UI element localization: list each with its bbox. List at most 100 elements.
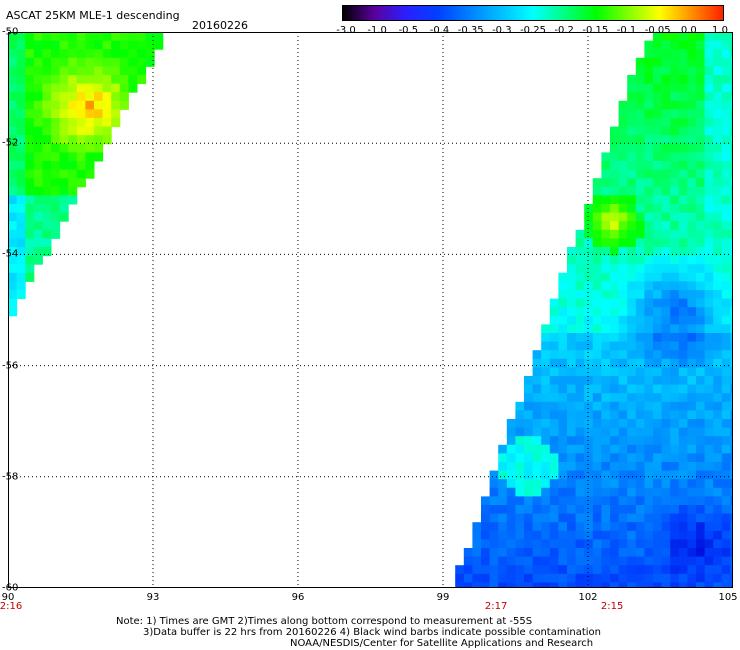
swath-cell (627, 410, 637, 420)
swath-cell (137, 57, 147, 67)
swath-cell (76, 32, 86, 42)
swath-cell (59, 118, 69, 128)
swath-cell (584, 212, 594, 222)
swath-cell (644, 505, 654, 515)
colorbar-label: -1.0 (367, 25, 387, 36)
swath-cell (16, 152, 26, 162)
swath-cell (575, 367, 585, 377)
swath-cell (59, 40, 69, 50)
swath-cell (661, 247, 671, 257)
swath-cell (76, 57, 86, 67)
swath-cell (33, 195, 43, 205)
swath-cell (575, 341, 585, 351)
swath-cell (592, 178, 602, 188)
swath-cell (610, 419, 620, 429)
swath-cell (51, 143, 61, 153)
swath-cell (532, 393, 542, 403)
swath-cell (25, 49, 35, 59)
swath-cell (721, 333, 731, 343)
swath-cell (713, 66, 723, 76)
swath-cell (696, 573, 706, 583)
swath-cell (25, 247, 35, 257)
swath-cell (627, 186, 637, 196)
swath-cell (558, 324, 568, 334)
swath-cell (644, 298, 654, 308)
swath-cell (524, 384, 534, 394)
colorbar-label: -0.25 (520, 25, 546, 36)
swath-cell (696, 40, 706, 50)
swath-cell (584, 410, 594, 420)
swath-cell (584, 290, 594, 300)
swath-cell (16, 178, 26, 188)
swath-cell (721, 513, 731, 523)
swath-cell (111, 83, 121, 93)
swath-cell (670, 290, 680, 300)
swath-cell (618, 582, 628, 588)
swath-cell (68, 143, 78, 153)
swath-cell (696, 204, 706, 214)
swath-cell (721, 118, 731, 128)
swath-cell (524, 393, 534, 403)
swath-cell (696, 83, 706, 93)
swath-cell (8, 307, 18, 317)
swath-cell (687, 298, 697, 308)
swath-cell (33, 118, 43, 128)
swath-cell (8, 118, 18, 128)
swath-cell (635, 109, 645, 119)
swath-cell (481, 565, 491, 575)
swath-cell (610, 341, 620, 351)
swath-cell (627, 582, 637, 588)
swath-cell (610, 522, 620, 532)
swath-cell (670, 513, 680, 523)
swath-cell (592, 281, 602, 291)
swath-cell (653, 221, 663, 231)
swath-cell (16, 57, 26, 67)
swath-cell (85, 57, 95, 67)
swath-cell (592, 565, 602, 575)
swath-cell (498, 505, 508, 515)
swath-cell (33, 204, 43, 214)
swath-cell (51, 75, 61, 85)
swath-cell (506, 548, 516, 558)
swath-cell (33, 221, 43, 231)
swath-cell (670, 66, 680, 76)
swath-cell (696, 393, 706, 403)
swath-cell (33, 255, 43, 265)
swath-cell (515, 410, 525, 420)
swath-cell (601, 290, 611, 300)
swath-cell (678, 530, 688, 540)
swath-cell (618, 229, 628, 239)
swath-cell (8, 126, 18, 136)
swath-cell (137, 40, 147, 50)
swath-cell (644, 221, 654, 231)
swath-cell (730, 247, 733, 257)
swath-cell (670, 487, 680, 497)
swath-cell (678, 247, 688, 257)
swath-cell (524, 427, 534, 437)
swath-cell (85, 66, 95, 76)
swath-cell (119, 32, 129, 42)
swath-cell (661, 66, 671, 76)
swath-cell (94, 118, 104, 128)
swath-cell (515, 573, 525, 583)
swath-cell (532, 384, 542, 394)
swath-cell (42, 169, 52, 179)
swath-cell (670, 204, 680, 214)
swath-cell (696, 436, 706, 446)
swath-cell (678, 487, 688, 497)
swath-cell (94, 75, 104, 85)
swath-cell (618, 487, 628, 497)
swath-cell (661, 384, 671, 394)
swath-cell (601, 401, 611, 411)
swath-cell (713, 573, 723, 583)
swath-cell (59, 66, 69, 76)
swath-cell (635, 436, 645, 446)
swath-cell (119, 100, 129, 110)
swath-cell (730, 393, 733, 403)
swath-cell (137, 75, 147, 85)
swath-cell (696, 582, 706, 588)
swath-cell (610, 479, 620, 489)
swath-cell (489, 479, 499, 489)
swath-cell (627, 307, 637, 317)
swath-cell (610, 487, 620, 497)
